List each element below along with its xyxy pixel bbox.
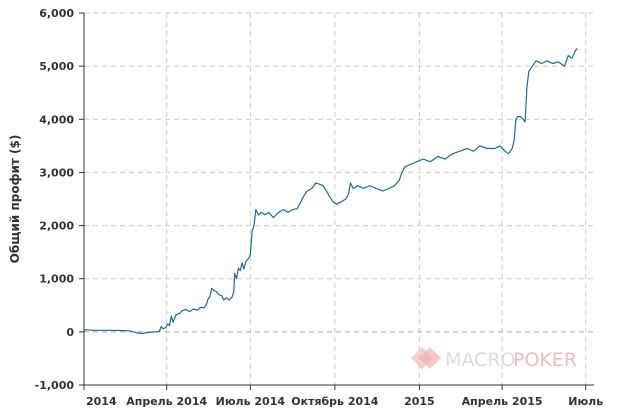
horizontal-gridlines bbox=[84, 12, 594, 280]
x-tick-label: Октябрь 2014 bbox=[291, 395, 379, 408]
y-tick-label: 4,000 bbox=[39, 113, 74, 126]
series-line-profit bbox=[83, 48, 578, 335]
y-axis-ticks: -1,000 0 1,000 2,000 3,000 4,000 5,000 6,000 bbox=[35, 7, 84, 392]
y-tick-label: 2,000 bbox=[39, 220, 74, 233]
y-tick-label: 1,000 bbox=[39, 273, 74, 286]
vertical-gridlines bbox=[166, 13, 587, 385]
x-tick-label: 2015 bbox=[404, 395, 435, 408]
x-tick-label: Июль bbox=[568, 395, 603, 408]
y-tick-label: 3,000 bbox=[39, 166, 74, 179]
watermark-brand-accent: POKER bbox=[513, 349, 577, 371]
x-tick-label: Июль 2014 bbox=[216, 395, 286, 408]
y-tick-label: 6,000 bbox=[39, 7, 74, 20]
diamond-logo-icon bbox=[411, 347, 441, 369]
x-tick-label: Апрель 2015 bbox=[462, 395, 543, 408]
y-tick-label: 5,000 bbox=[39, 60, 74, 73]
y-axis-label: Общий профит ($) bbox=[8, 135, 22, 264]
watermark-brand-main: MACRO bbox=[445, 349, 515, 371]
y-tick-label: -1,000 bbox=[35, 379, 75, 392]
x-tick-label: Апрель 2014 bbox=[126, 395, 207, 408]
y-tick-label: 0 bbox=[66, 326, 74, 339]
macropoker-watermark: MACRO POKER bbox=[411, 347, 577, 371]
x-tick-label: 2014 bbox=[86, 395, 117, 408]
x-axis-ticks: 2014 Апрель 2014 Июль 2014 Октябрь 2014 2015… bbox=[83, 385, 603, 408]
